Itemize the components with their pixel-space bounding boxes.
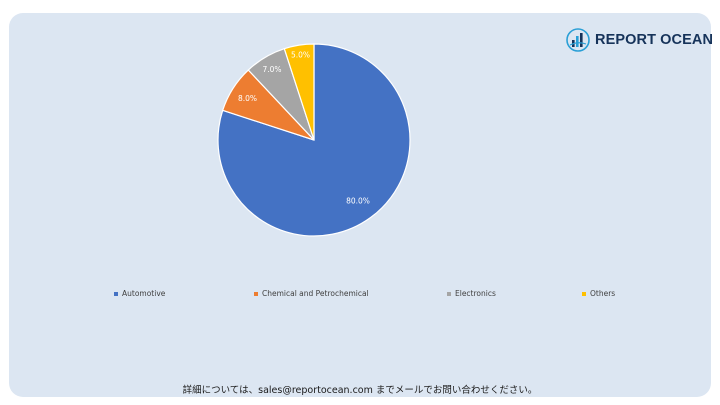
- brand-logo: REPORT OCEAN: [566, 27, 713, 53]
- legend-item-electronics: Electronics: [447, 289, 496, 298]
- legend-item-chemical: Chemical and Petrochemical: [254, 289, 369, 298]
- pie-data-label-automotive: 80.0%: [346, 197, 370, 206]
- legend-label-chemical: Chemical and Petrochemical: [262, 289, 369, 298]
- pie-data-label-electronics: 7.0%: [262, 65, 281, 74]
- contact-footer: 詳細については、sales@reportocean.com までメールでお問い合…: [182, 385, 538, 396]
- legend-label-automotive: Automotive: [122, 289, 166, 298]
- pie-data-label-chemical-and-petrochemical: 8.0%: [238, 94, 257, 103]
- legend-label-electronics: Electronics: [455, 289, 496, 298]
- legend-swatch-chemical: [254, 291, 258, 296]
- pie-data-label-others: 5.0%: [291, 51, 310, 60]
- pie-slice-others: [283, 43, 315, 141]
- legend-swatch-electronics: [447, 291, 451, 296]
- legend-swatch-automotive: [114, 291, 118, 296]
- legend-label-others: Others: [590, 289, 616, 298]
- legend-item-automotive: Automotive: [114, 289, 165, 298]
- legend-item-others: Others: [582, 289, 615, 298]
- brand-name: REPORT OCEAN: [595, 32, 714, 48]
- report-ocean-logo-icon: [566, 28, 590, 52]
- legend-swatch-others: [582, 291, 586, 296]
